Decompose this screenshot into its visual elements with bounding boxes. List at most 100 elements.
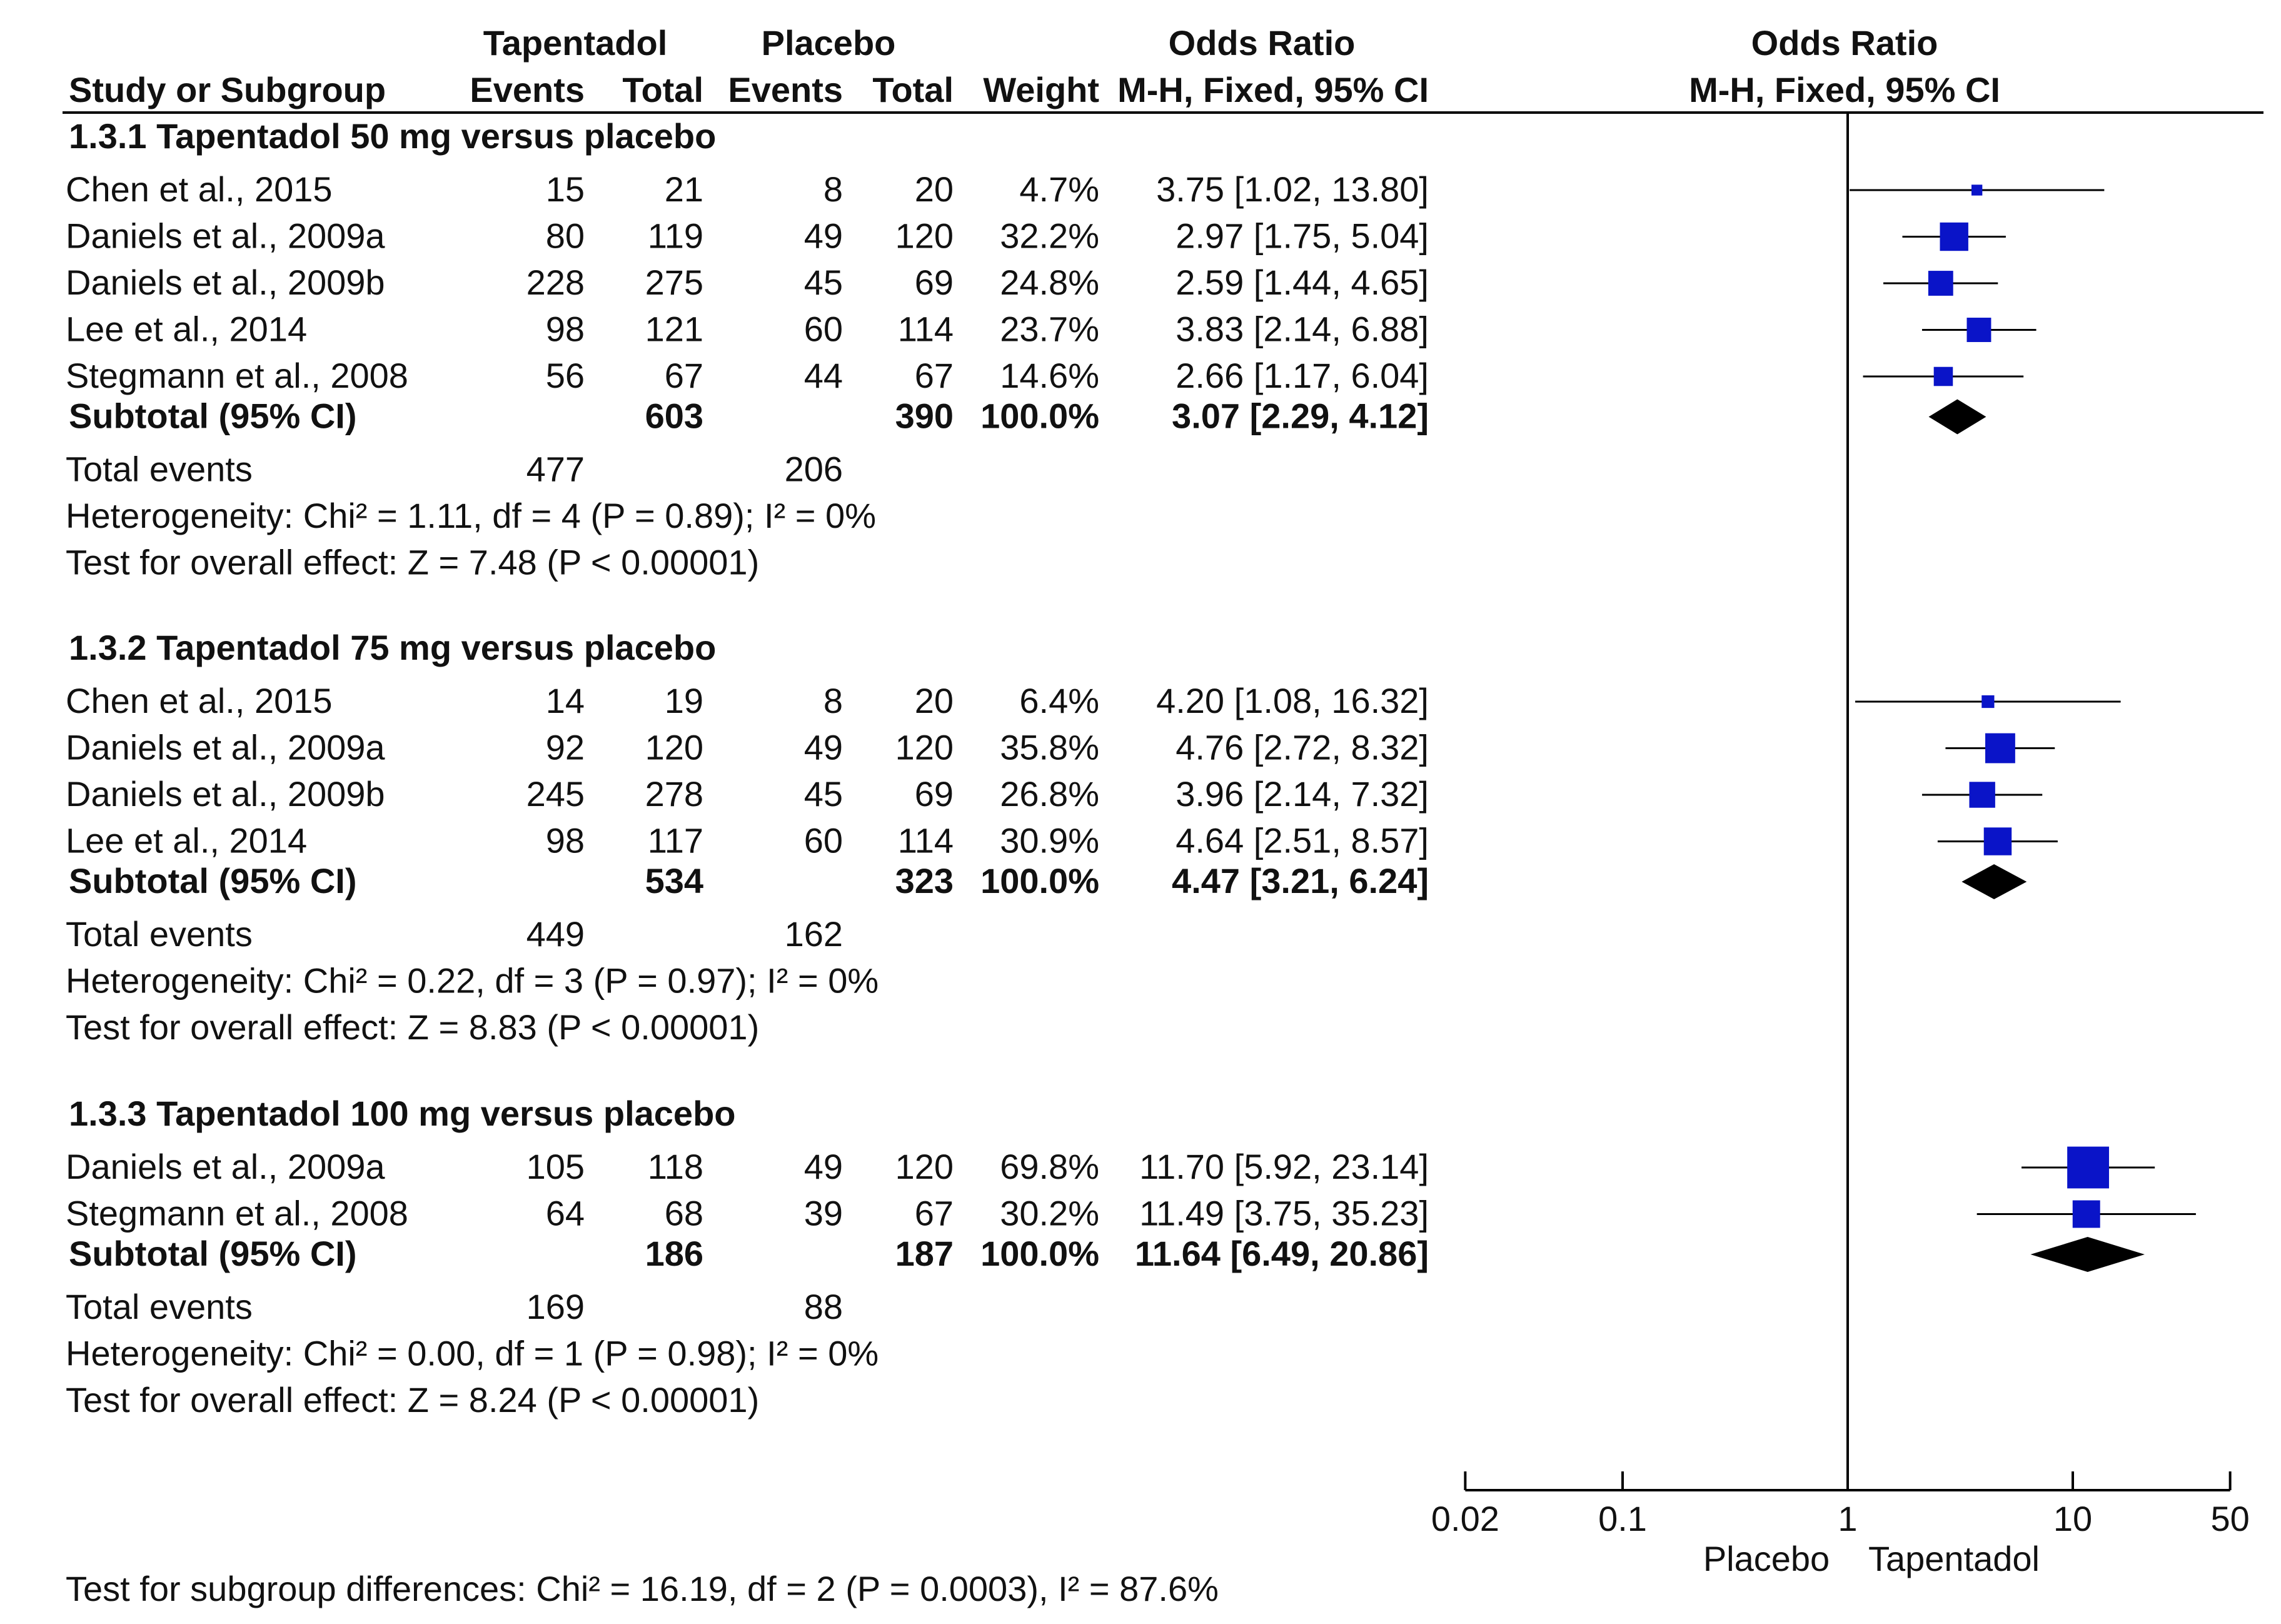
study-odds-ratio: 3.96 [2.14, 7.32]	[1176, 774, 1429, 814]
subtotal-label: Subtotal (95% CI)	[69, 1234, 356, 1273]
subtotal-weight: 100.0%	[980, 861, 1099, 900]
tapentadol-total: 19	[665, 681, 703, 720]
favours-placebo-label: Placebo	[1703, 1539, 1830, 1578]
subtotal-weight: 100.0%	[980, 1234, 1099, 1273]
x-axis-tick-label: 0.1	[1598, 1499, 1647, 1538]
total-events-placebo: 162	[785, 914, 843, 954]
heterogeneity-text: Heterogeneity: Chi² = 0.22, df = 3 (P = …	[66, 961, 879, 1001]
subtotal-weight: 100.0%	[980, 396, 1099, 436]
study-name: Chen et al., 2015	[66, 169, 333, 209]
placebo-total: 120	[895, 1147, 954, 1186]
tapentadol-total: 118	[648, 1147, 703, 1186]
heterogeneity-text: Heterogeneity: Chi² = 1.11, df = 4 (P = …	[66, 496, 876, 535]
tapentadol-total: 21	[665, 169, 703, 209]
total-events-label: Total events	[66, 1287, 253, 1326]
placebo-events: 60	[804, 310, 843, 349]
study-name: Stegmann et al., 2008	[66, 1194, 408, 1233]
tapentadol-events: 15	[546, 169, 585, 209]
tapentadol-total: 120	[645, 728, 703, 767]
study-odds-ratio: 2.97 [1.75, 5.04]	[1176, 216, 1429, 256]
study-weight: 35.8%	[1000, 728, 1099, 767]
method-header: M-H, Fixed, 95% CI	[1117, 70, 1429, 109]
tapentadol-total: 121	[645, 310, 703, 349]
overall-effect-text: Test for overall effect: Z = 8.24 (P < 0…	[66, 1380, 759, 1420]
study-name: Lee et al., 2014	[66, 821, 307, 860]
subtotal-odds-ratio: 11.64 [6.49, 20.86]	[1135, 1234, 1429, 1273]
tapentadol-events: 245	[526, 774, 585, 814]
study-weight: 4.7%	[1019, 169, 1099, 209]
tapentadol-events: 228	[526, 263, 585, 302]
x-axis-tick-label: 10	[2053, 1499, 2092, 1538]
placebo-events: 8	[823, 169, 843, 209]
study-name: Daniels et al., 2009b	[66, 263, 385, 302]
study-name: Daniels et al., 2009a	[66, 728, 385, 767]
study-odds-ratio: 2.59 [1.44, 4.65]	[1176, 263, 1429, 302]
study-weight: 26.8%	[1000, 774, 1099, 814]
total-events-tapentadol: 169	[526, 1287, 585, 1326]
study-odds-ratio: 4.64 [2.51, 8.57]	[1176, 821, 1429, 860]
subtotal-tapentadol-total: 534	[645, 861, 703, 900]
subgroup-title: 1.3.3 Tapentadol 100 mg versus placebo	[69, 1094, 736, 1133]
study-odds-ratio: 3.83 [2.14, 6.88]	[1176, 310, 1429, 349]
subtotal-placebo-total: 187	[895, 1234, 954, 1273]
study-name: Lee et al., 2014	[66, 310, 307, 349]
subgroup-title: 1.3.2 Tapentadol 75 mg versus placebo	[69, 628, 716, 667]
placebo-total: 67	[915, 356, 954, 395]
placebo-total: 120	[895, 216, 954, 256]
overall-effect-text: Test for overall effect: Z = 7.48 (P < 0…	[66, 543, 759, 582]
placebo-total-header: Total	[872, 70, 954, 109]
placebo-events: 60	[804, 821, 843, 860]
placebo-events: 45	[804, 263, 843, 302]
placebo-total: 69	[915, 774, 954, 814]
tapentadol-events: 14	[546, 681, 585, 720]
placebo-events: 45	[804, 774, 843, 814]
tapentadol-events: 105	[526, 1147, 585, 1186]
placebo-events: 49	[804, 728, 843, 767]
total-events-tapentadol: 477	[526, 450, 585, 489]
subtotal-diamond	[2030, 1237, 2145, 1272]
study-marker-square	[1928, 271, 1953, 296]
overall-effect-text: Test for overall effect: Z = 8.83 (P < 0…	[66, 1007, 759, 1047]
subtotal-tapentadol-total: 186	[645, 1234, 703, 1273]
tapentadol-events-header: Events	[470, 70, 585, 109]
total-events-placebo: 88	[804, 1287, 843, 1326]
study-weight: 6.4%	[1019, 681, 1099, 720]
study-name: Stegmann et al., 2008	[66, 356, 408, 395]
placebo-events: 44	[804, 356, 843, 395]
subtotal-diamond	[1961, 864, 2027, 899]
study-marker-square	[1971, 184, 1983, 196]
study-column-header: Study or Subgroup	[69, 70, 386, 109]
study-odds-ratio: 2.66 [1.17, 6.04]	[1176, 356, 1429, 395]
tapentadol-total: 117	[648, 821, 703, 860]
tapentadol-total: 275	[645, 263, 703, 302]
tapentadol-total: 119	[648, 216, 703, 256]
total-events-label: Total events	[66, 450, 253, 489]
tapentadol-total: 67	[665, 356, 703, 395]
x-axis-tick-label: 1	[1838, 1499, 1857, 1538]
study-name: Daniels et al., 2009a	[66, 216, 385, 256]
study-marker-square	[1940, 222, 1968, 251]
study-weight: 14.6%	[1000, 356, 1099, 395]
subtotal-odds-ratio: 4.47 [3.21, 6.24]	[1172, 861, 1429, 900]
placebo-total: 20	[915, 169, 954, 209]
study-odds-ratio: 11.49 [3.75, 35.23]	[1139, 1194, 1429, 1233]
study-weight: 69.8%	[1000, 1147, 1099, 1186]
tapentadol-events: 98	[546, 821, 585, 860]
study-weight: 30.2%	[1000, 1194, 1099, 1233]
x-axis-tick-label: 0.02	[1431, 1499, 1499, 1538]
odds-ratio-header: Odds Ratio	[1169, 23, 1356, 63]
placebo-total: 69	[915, 263, 954, 302]
subtotal-odds-ratio: 3.07 [2.29, 4.12]	[1172, 396, 1429, 436]
placebo-total: 20	[915, 681, 954, 720]
study-odds-ratio: 11.70 [5.92, 23.14]	[1139, 1147, 1429, 1186]
placebo-events: 39	[804, 1194, 843, 1233]
subgroup-title: 1.3.1 Tapentadol 50 mg versus placebo	[69, 116, 716, 156]
study-weight: 23.7%	[1000, 310, 1099, 349]
plot-method-header: M-H, Fixed, 95% CI	[1689, 70, 2000, 109]
study-marker-square	[2072, 1200, 2100, 1228]
total-events-tapentadol: 449	[526, 914, 585, 954]
placebo-events: 49	[804, 216, 843, 256]
study-marker-square	[1985, 733, 2015, 764]
total-events-label: Total events	[66, 914, 253, 954]
